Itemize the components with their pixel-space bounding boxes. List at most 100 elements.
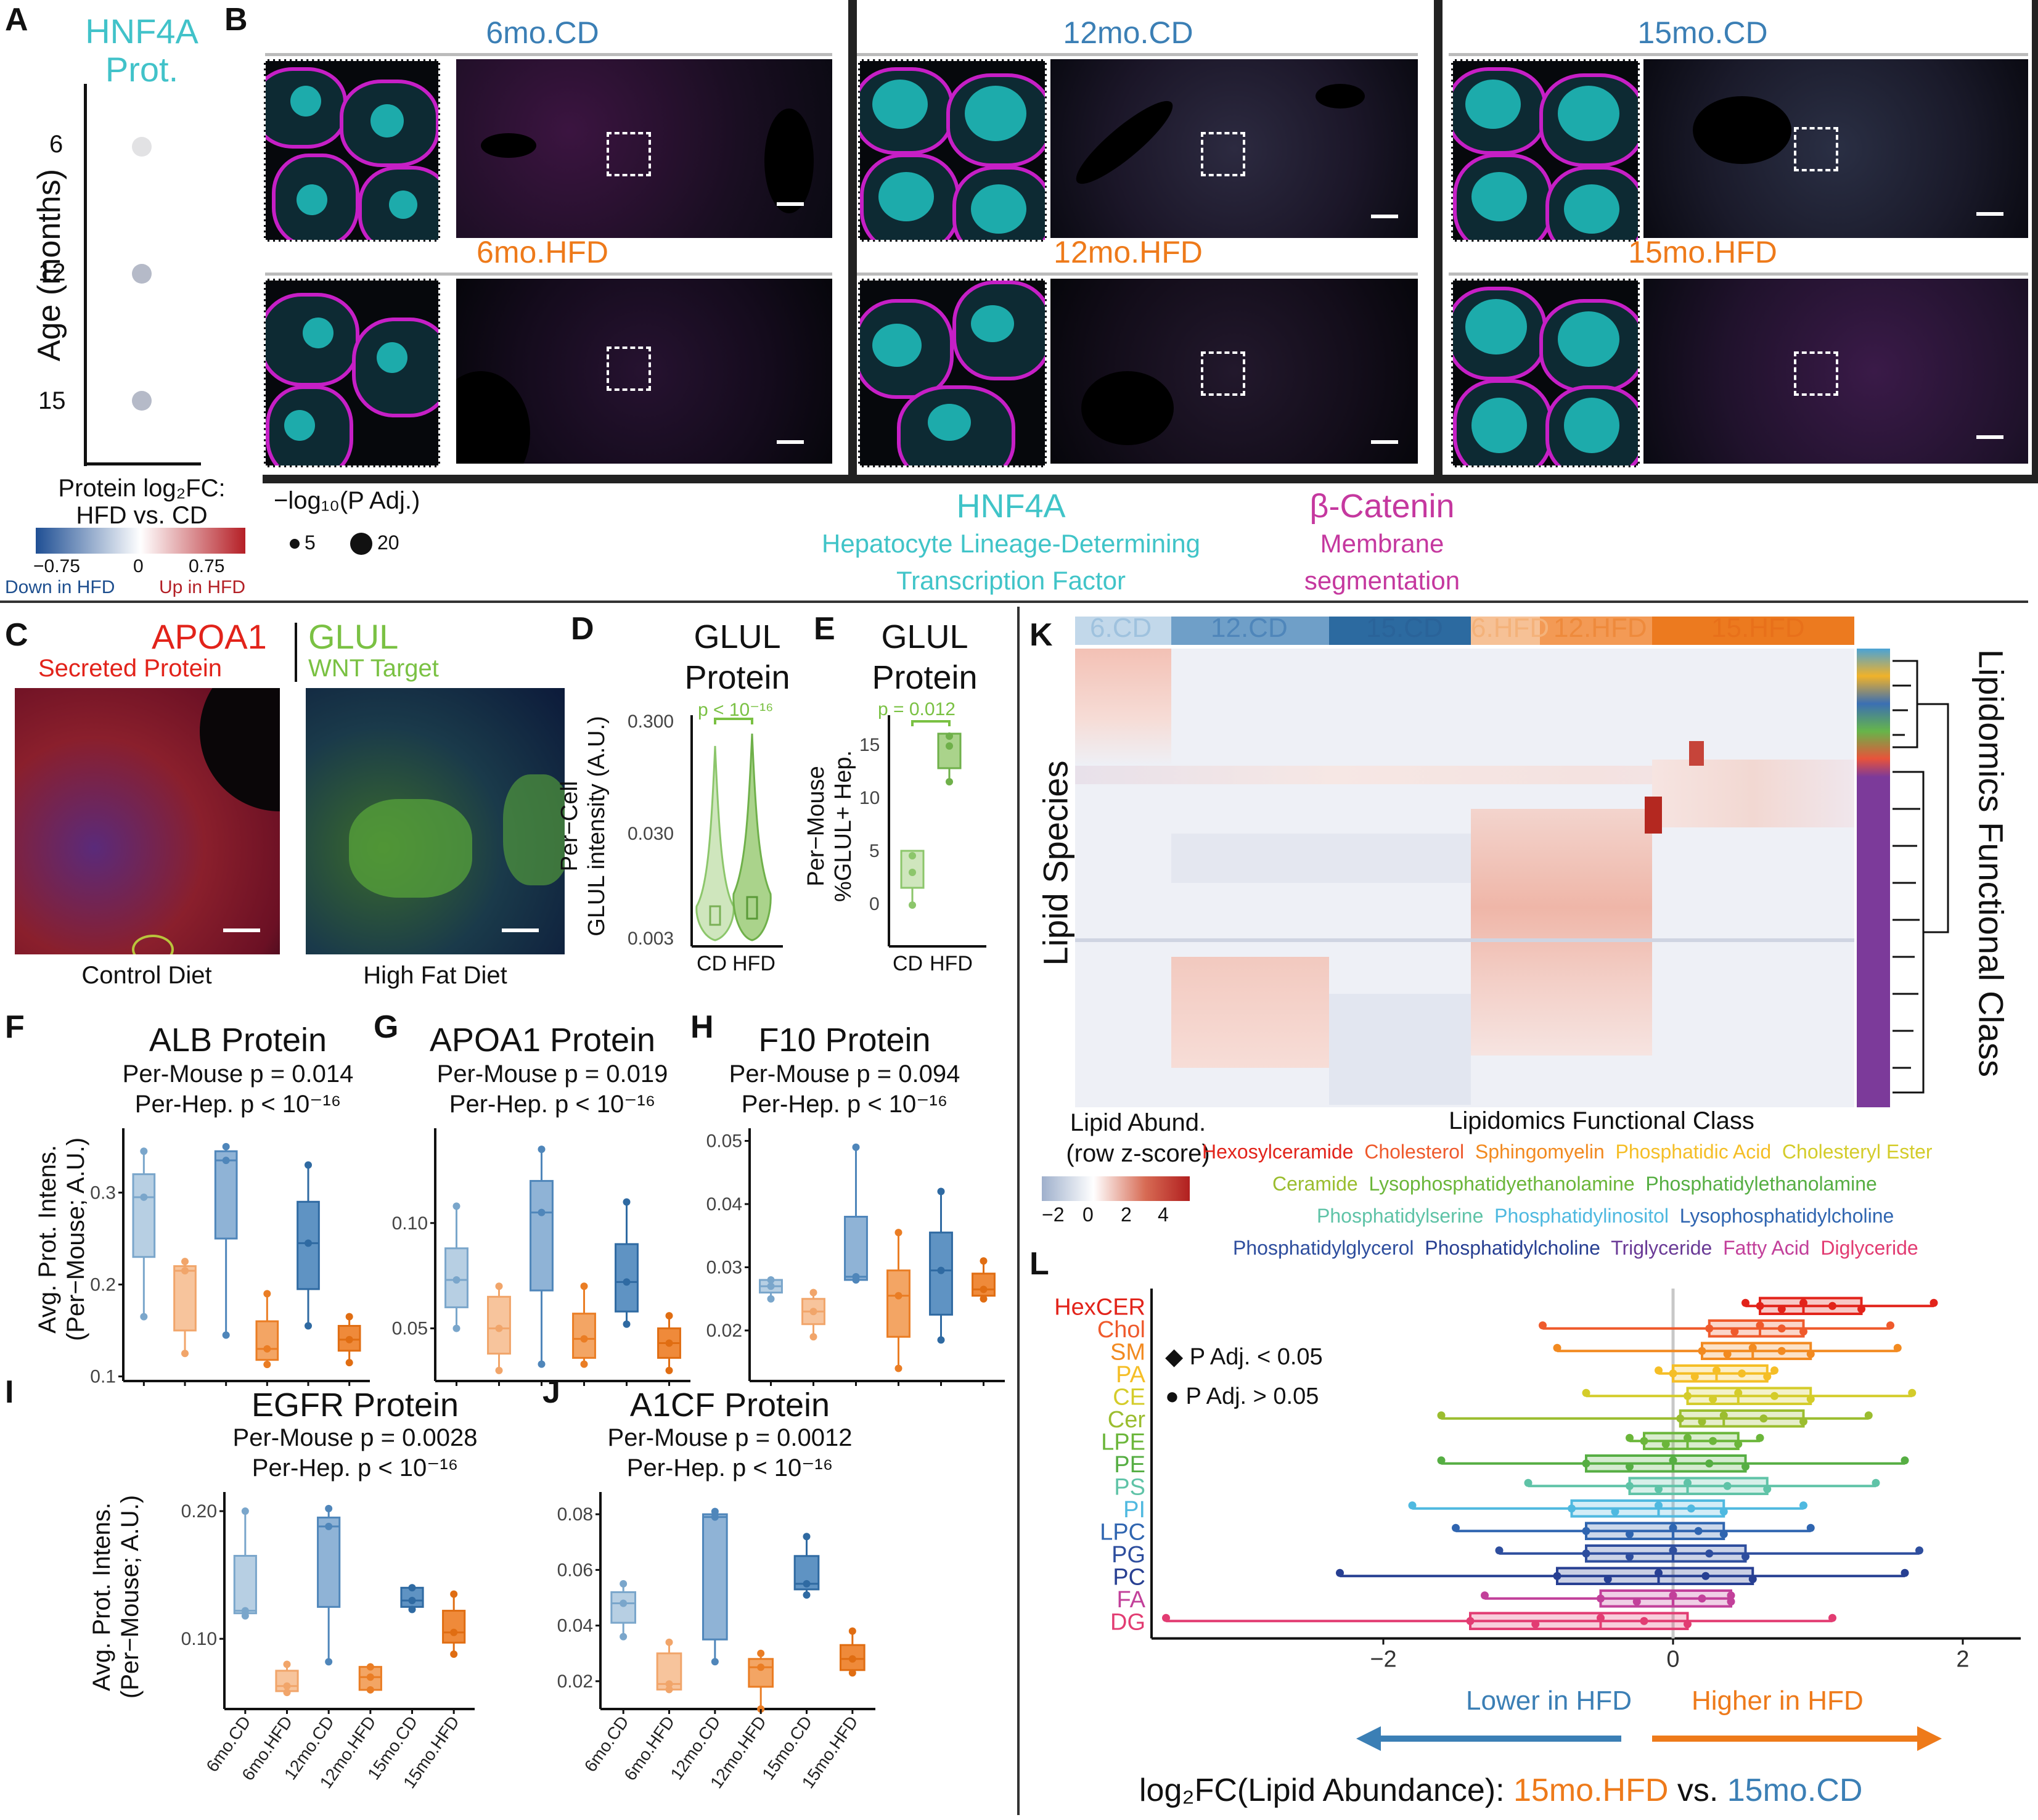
- point: [140, 1147, 148, 1155]
- panel-i-sub2: Per-Hep. p < 10⁻¹⁶: [252, 1454, 459, 1482]
- panel-k-cb-tick-2: 0: [1082, 1203, 1094, 1226]
- point: [181, 1258, 189, 1266]
- point: [1684, 1620, 1692, 1628]
- point: [665, 1339, 673, 1347]
- panel-a-letter: A: [5, 2, 28, 38]
- panel-d-box-hfd: [746, 896, 758, 920]
- point: [1701, 1572, 1710, 1580]
- point: [325, 1504, 333, 1512]
- panel-a-colorbar-mid: 0: [133, 556, 144, 576]
- panel-d-plot: [690, 715, 783, 948]
- panel-b-inset-12mo-hfd: [858, 279, 1047, 467]
- panel-d-violin-hfd: [732, 733, 772, 941]
- point: [222, 1157, 230, 1165]
- panel-d-ylabel-1: Per−Cell: [557, 781, 583, 872]
- y-tick-label: 0.10: [181, 1629, 217, 1649]
- point: [580, 1282, 588, 1290]
- point: [665, 1680, 673, 1688]
- panel-h-title: F10 Protein: [758, 1022, 931, 1059]
- point: [1626, 1530, 1634, 1538]
- panel-c-caption-control: Control Diet: [81, 962, 212, 989]
- panel-b-image-15mo-cd: [1643, 59, 2028, 238]
- class-label: HexCER: [1054, 1294, 1145, 1320]
- point: [1539, 1321, 1547, 1330]
- point: [1690, 1372, 1699, 1381]
- class-pc: Phosphatidylcholine: [1425, 1237, 1600, 1259]
- point: [1626, 1433, 1634, 1442]
- box: [1759, 1297, 1863, 1316]
- class-hexosylceramide: Hexosylceramide: [1202, 1141, 1354, 1163]
- point: [1723, 1350, 1732, 1358]
- point: [1437, 1456, 1446, 1465]
- point: [711, 1658, 719, 1666]
- point: [852, 1273, 860, 1281]
- point: [665, 1366, 673, 1374]
- panel-k-group-12hfd: 12.HFD: [1553, 613, 1647, 643]
- panel-h-sub2: Per-Hep. p < 10⁻¹⁶: [741, 1091, 948, 1118]
- panel-b-divider-1: [848, 0, 857, 475]
- panel-b-label-6mo-cd: 6mo.CD: [486, 15, 599, 50]
- panel-g-plot: 0.10 0.05: [392, 1128, 690, 1386]
- panel-d-ylabel-2: GLUL intensity (A.U.): [584, 716, 610, 937]
- panel-i-letter: I: [5, 1374, 14, 1410]
- point: [1611, 1507, 1619, 1516]
- panel-l-legend-circle: ● P Adj. > 0.05: [1165, 1383, 1319, 1409]
- box: [1585, 1454, 1747, 1473]
- point: [980, 1285, 988, 1293]
- point: [665, 1638, 673, 1646]
- box: [844, 1216, 868, 1281]
- point: [1756, 1301, 1764, 1310]
- point: [263, 1361, 271, 1369]
- panel-c-glul-sub: WNT Target: [308, 655, 439, 682]
- point: [894, 1229, 902, 1237]
- point: [1684, 1433, 1692, 1442]
- panel-j-title: A1CF Protein: [629, 1387, 830, 1424]
- point: [1597, 1613, 1605, 1622]
- point: [366, 1686, 374, 1694]
- point: [803, 1580, 811, 1588]
- panel-k-group-6hfd: 6.HFD: [1471, 613, 1550, 643]
- class-cholesteryl-ester: Cholesteryl Ester: [1782, 1141, 1933, 1163]
- point: [937, 1266, 945, 1274]
- point: [1568, 1504, 1576, 1513]
- panel-d-letter: D: [571, 611, 594, 647]
- point: [1531, 1620, 1540, 1628]
- panel-b-divider-3: [2032, 0, 2038, 475]
- panel-b-image-12mo-hfd: [1050, 279, 1418, 464]
- y-tick-label: 0.20: [181, 1501, 217, 1522]
- point: [1901, 1456, 1909, 1465]
- y-tick-label: 0.05: [706, 1131, 742, 1152]
- point: [1799, 1417, 1807, 1426]
- panel-d-box-cd: [709, 905, 721, 926]
- point: [1770, 1392, 1778, 1400]
- panel-e-title-2: Protein: [872, 659, 978, 696]
- panel-c-apoa1: APOA1: [152, 617, 267, 656]
- class-label: LPE: [1101, 1429, 1145, 1455]
- point: [345, 1313, 353, 1321]
- point: [450, 1590, 458, 1598]
- panel-k-class-bar: [1857, 649, 1890, 1107]
- class-label: PG: [1111, 1542, 1145, 1568]
- panel-b-hnf4a-sub1: Hepatocyte Lineage-Determining: [821, 529, 1201, 558]
- box: [615, 1243, 639, 1313]
- point: [1582, 1459, 1590, 1468]
- point: [767, 1276, 775, 1284]
- box: [442, 1610, 466, 1644]
- panel-k-legend-title-1: Lipid Abund.: [1070, 1109, 1206, 1136]
- point: [1719, 1530, 1728, 1538]
- panel-a-legend-title: Protein log₂FC: HFD vs. CD: [58, 475, 225, 529]
- panel-l-legend-circle-text: P Adj. > 0.05: [1185, 1383, 1319, 1409]
- panel-k-cb-tick-1: −2: [1042, 1203, 1065, 1226]
- point: [1748, 1575, 1757, 1583]
- box: [1679, 1409, 1805, 1428]
- point: [1640, 1437, 1648, 1445]
- panel-b-hnf4a-label: HNF4A: [956, 488, 1066, 525]
- point: [809, 1289, 817, 1297]
- point: [140, 1313, 148, 1321]
- point: [1756, 1433, 1764, 1442]
- panel-b-hnf4a-sub2: Transcription Factor: [896, 566, 1126, 595]
- box: [1585, 1522, 1725, 1541]
- panel-c-separator: [295, 623, 297, 682]
- point: [140, 1193, 148, 1201]
- point: [623, 1320, 631, 1328]
